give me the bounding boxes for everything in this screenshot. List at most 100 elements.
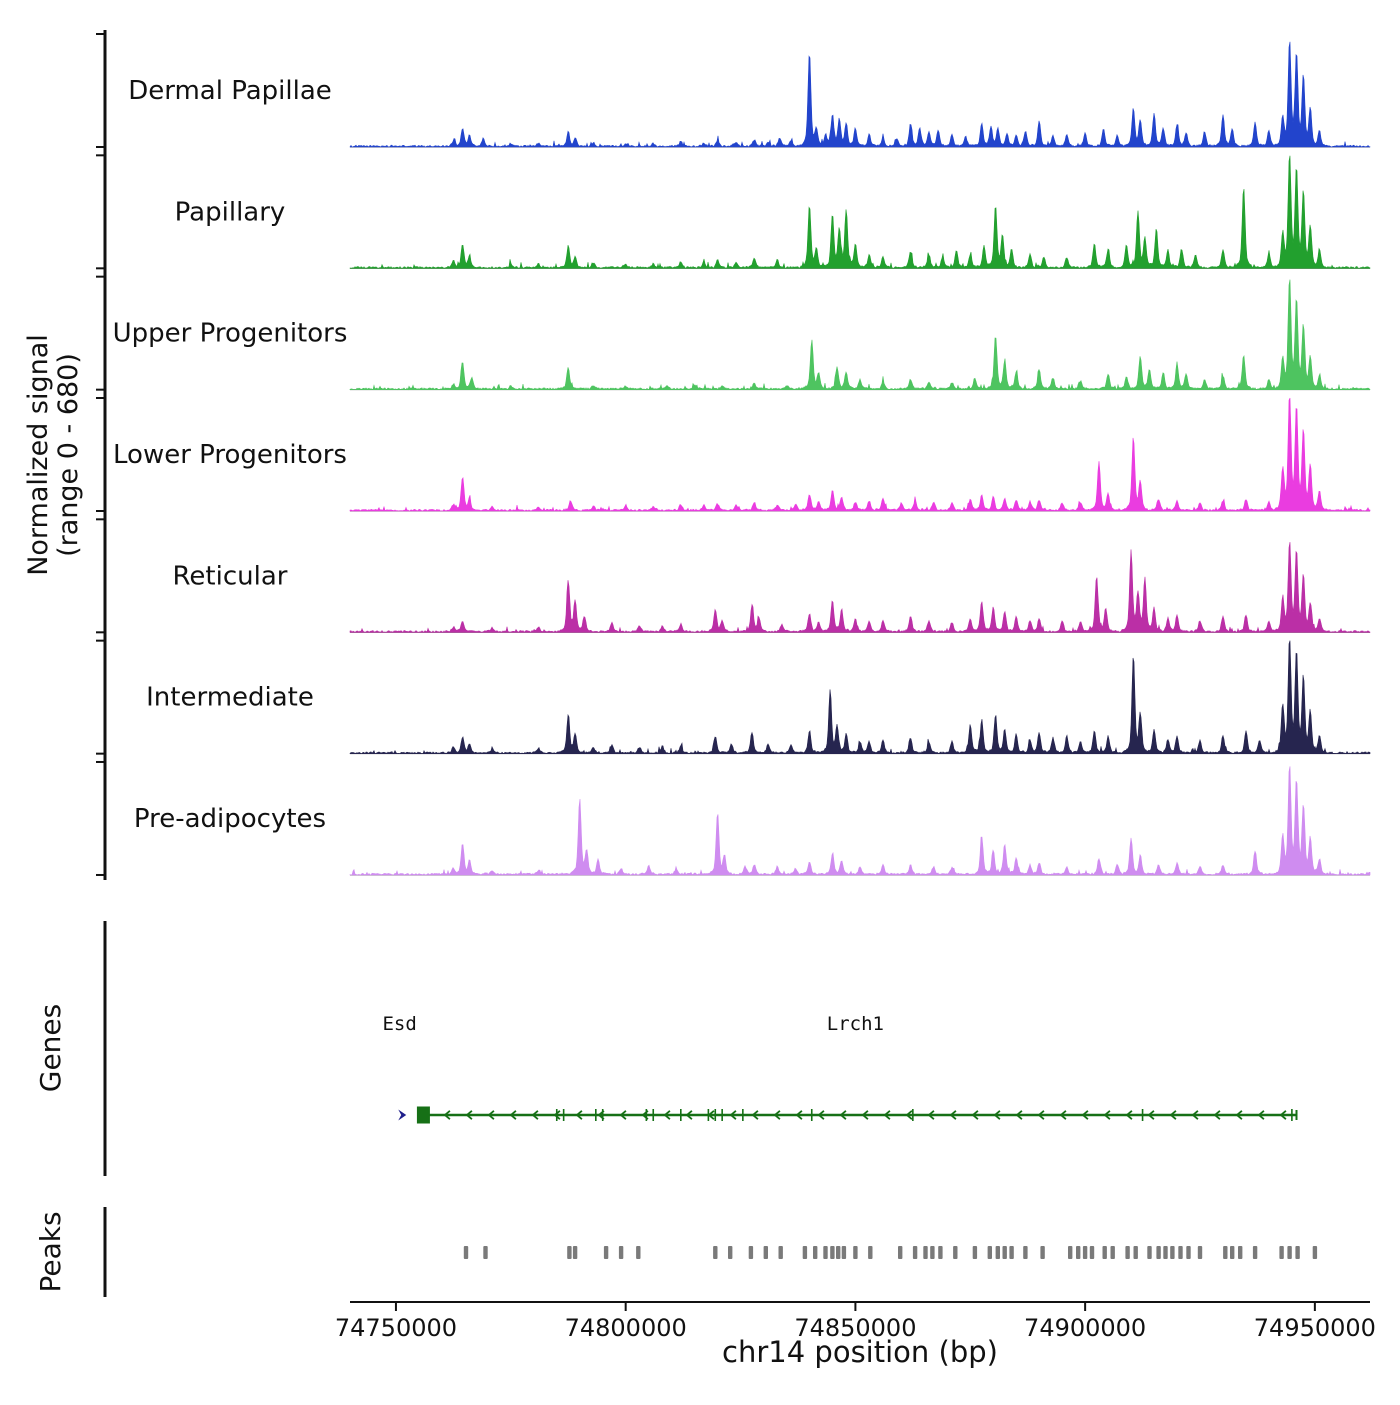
gene-strand-arrow-left-icon [729, 1110, 737, 1120]
peak-mark [853, 1246, 858, 1259]
peak-mark [1197, 1246, 1203, 1259]
gene-strand-arrow-left-icon [663, 1110, 671, 1120]
signal-track-intermediate: Intermediate [146, 640, 1371, 755]
gene-strand-arrow-left-icon [509, 1110, 517, 1120]
signal-area-dermal-papillae [349, 41, 1371, 148]
peak-mark [953, 1246, 958, 1259]
gene-strand-arrow-left-icon [927, 1110, 935, 1120]
signal-area-intermediate [349, 640, 1371, 755]
gene-strand-arrow-left-icon [597, 1110, 605, 1120]
gene-strand-arrow-left-icon [839, 1110, 847, 1120]
peak-mark [923, 1246, 928, 1259]
peak-mark [1223, 1246, 1228, 1259]
x-axis-tick-label: 74850000 [794, 1314, 916, 1342]
x-axis-tick-label: 74900000 [1024, 1314, 1146, 1342]
x-axis-tick-label: 74800000 [565, 1314, 687, 1342]
peak-mark [830, 1246, 835, 1259]
peak-mark [728, 1246, 733, 1259]
peak-mark [938, 1246, 943, 1259]
peak-mark [618, 1246, 624, 1259]
gene-strand-arrow-left-icon [707, 1110, 715, 1120]
gene-strand-arrow-left-icon [641, 1110, 649, 1120]
peak-mark [1230, 1246, 1235, 1259]
gene-exon-block [416, 1106, 430, 1124]
peak-mark [1089, 1246, 1095, 1259]
signal-area-papillary [349, 155, 1371, 270]
gene-strand-arrow-left-icon [905, 1110, 913, 1120]
peak-mark [1125, 1246, 1130, 1259]
peak-mark [912, 1246, 918, 1259]
peak-mark [763, 1246, 768, 1259]
gene-strand-arrow-left-icon [1279, 1110, 1287, 1120]
peak-mark [868, 1246, 873, 1259]
peak-mark [1110, 1246, 1115, 1259]
gene-strand-arrow-left-icon [1081, 1110, 1089, 1120]
track-label-reticular: Reticular [173, 561, 288, 591]
signal-area-reticular [349, 542, 1371, 633]
peak-mark [1295, 1246, 1300, 1259]
gene-strand-arrow-left-icon [971, 1110, 979, 1120]
gene-strand-arrow-left-icon [465, 1110, 473, 1120]
gene-strand-arrow-left-icon [773, 1110, 781, 1120]
track-label-pre-adipocytes: Pre-adipocytes [134, 804, 326, 834]
peak-mark [567, 1246, 572, 1259]
peak-mark [1312, 1246, 1318, 1259]
gene-models: Esd Lrch1 [382, 1013, 1298, 1124]
peak-mark [813, 1246, 818, 1259]
track-label-papillary: Papillary [175, 197, 286, 227]
peak-mark [1163, 1246, 1168, 1259]
signal-area-upper-progenitors [349, 279, 1371, 391]
peak-mark [1102, 1246, 1107, 1259]
track-label-dermal-papillae: Dermal Papillae [128, 76, 332, 106]
gene-strand-arrow-left-icon [861, 1110, 869, 1120]
signal-tracks: Dermal Papillae Papillary Upper Progenitor… [113, 41, 1371, 876]
track-label-lower-progenitors: Lower Progenitors [113, 440, 347, 470]
peak-mark [1023, 1246, 1028, 1259]
peak-mark [1287, 1246, 1292, 1259]
signal-area-pre-adipocytes [349, 766, 1371, 876]
gene-strand-arrow-left-icon [1147, 1110, 1155, 1120]
gene-strand-arrow-left-icon [685, 1110, 693, 1120]
peak-mark [930, 1246, 935, 1259]
gene-strand-arrow-left-icon [1059, 1110, 1067, 1120]
x-axis-title: chr14 position (bp) [722, 1335, 998, 1369]
peak-mark [802, 1246, 808, 1259]
peak-mark [1178, 1246, 1183, 1259]
peak-mark [1002, 1246, 1007, 1259]
peak-mark [823, 1246, 828, 1259]
peak-mark [1076, 1246, 1081, 1259]
peak-mark [995, 1246, 1000, 1259]
peak-mark [748, 1246, 754, 1259]
peak-mark [1068, 1246, 1073, 1259]
peak-mark [1082, 1246, 1088, 1259]
peak-mark [1279, 1246, 1284, 1259]
y-axis-label-line2: (range 0 - 680) [53, 353, 84, 557]
gene-name-label: Lrch1 [827, 1013, 884, 1035]
peak-mark [1156, 1246, 1161, 1259]
peak-mark [1133, 1246, 1138, 1259]
genes-section-label: Genes [34, 1004, 67, 1092]
peaks-marks [463, 1246, 1318, 1259]
gene-strand-arrow-left-icon [1015, 1110, 1023, 1120]
signal-track-dermal-papillae: Dermal Papillae [128, 41, 1371, 148]
gene-strand-arrow-left-icon [1213, 1110, 1221, 1120]
gene-strand-arrow-left-icon [1125, 1110, 1133, 1120]
tracks-axis-ticks [96, 33, 105, 876]
peak-mark [572, 1246, 578, 1259]
x-axis-tick-label: 74750000 [335, 1314, 457, 1342]
gene-strand-arrow-left-icon [817, 1110, 825, 1120]
gene-strand-arrow-left-icon [751, 1110, 759, 1120]
gene-strand-arrow-left-icon [619, 1110, 627, 1120]
gene-lrch1: Lrch1 [416, 1013, 1298, 1124]
peak-mark [841, 1246, 847, 1259]
signal-track-reticular: Reticular [173, 542, 1371, 633]
gene-strand-arrow-left-icon [487, 1110, 495, 1120]
peaks-section-label: Peaks [34, 1211, 67, 1292]
gene-strand-arrow-left-icon [883, 1110, 891, 1120]
x-axis-tick-label: 74950000 [1254, 1314, 1376, 1342]
gene-esd: Esd [382, 1013, 417, 1121]
track-label-intermediate: Intermediate [146, 683, 314, 713]
peak-mark [987, 1246, 992, 1259]
